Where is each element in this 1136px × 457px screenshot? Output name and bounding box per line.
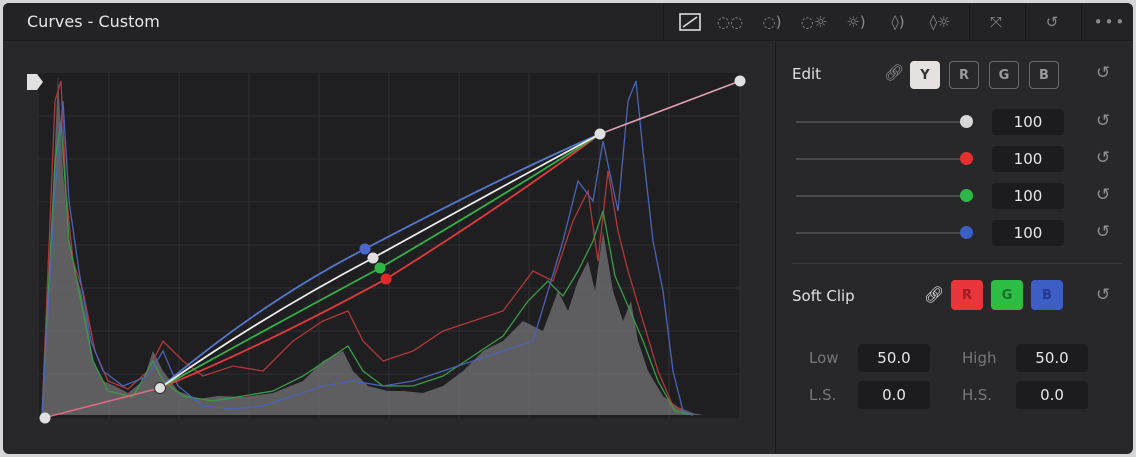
control-point-blue — [359, 243, 371, 255]
channel-gain-slider[interactable] — [796, 121, 966, 123]
histogram-luma — [42, 76, 703, 415]
more-icon[interactable]: ••• — [1093, 13, 1127, 31]
ls-field[interactable]: 0.0 — [858, 381, 930, 409]
control-point — [367, 252, 379, 264]
channel-b-button[interactable]: B — [1029, 61, 1059, 89]
control-point — [39, 412, 51, 424]
divider — [792, 263, 1122, 264]
edit-reset-icon[interactable]: ↺ — [1096, 63, 1111, 83]
channel-reset-icon[interactable]: ↺ — [1096, 185, 1111, 205]
control-point-green — [374, 262, 386, 274]
hs-field[interactable]: 0.0 — [1016, 381, 1088, 409]
channel-reset-icon[interactable]: ↺ — [1096, 222, 1111, 242]
channel-reset-icon[interactable]: ↺ — [1096, 148, 1111, 168]
high-label: High — [962, 349, 997, 367]
sat-vs-sat-icon[interactable]: ◊) — [891, 13, 905, 31]
low-label: Low — [809, 349, 839, 367]
curves-panel: Curves - Custom ◌◌ ◌) ◌☼ ☼) ◊) ◊☼ ⤧ ↺ ••… — [3, 3, 1133, 454]
soft-clip-g-button[interactable]: G — [991, 280, 1023, 310]
reset-all-icon[interactable]: ↺ — [1045, 13, 1059, 31]
histogram-green — [41, 120, 694, 416]
slider-knob[interactable] — [960, 189, 973, 202]
control-point — [734, 75, 746, 87]
hue-vs-hue-icon[interactable]: ◌◌ — [716, 13, 744, 31]
panel-title: Curves - Custom — [27, 12, 160, 31]
lum-vs-sat-icon[interactable]: ☼) — [846, 13, 866, 31]
panel-header: Curves - Custom ◌◌ ◌) ◌☼ ☼) ◊) ◊☼ ⤧ ↺ ••… — [3, 3, 1133, 41]
soft-clip-r-button[interactable]: R — [951, 280, 983, 310]
slider-knob[interactable] — [960, 226, 973, 239]
high-field[interactable]: 50.0 — [1016, 344, 1088, 372]
control-point — [154, 382, 166, 394]
soft-clip-b-button[interactable]: B — [1031, 280, 1063, 310]
channel-gain-field[interactable]: 100 — [992, 109, 1064, 135]
channel-gain-slider[interactable] — [796, 158, 966, 160]
link-icon[interactable]: 🔗︎ — [884, 63, 905, 82]
link-icon[interactable]: 🔗︎ — [924, 285, 945, 304]
channel-gain-field[interactable]: 100 — [992, 146, 1064, 172]
soft-clip-reset-icon[interactable]: ↺ — [1096, 285, 1111, 305]
histogram-red — [41, 80, 694, 416]
channel-gain-slider[interactable] — [796, 195, 966, 197]
curve-handle-icon — [27, 74, 43, 90]
curve-settings: Edit 🔗︎ Y R G B ↺ 100 ↺ 100 ↺ 100 ↺ 100 … — [775, 41, 1133, 454]
custom-curve-icon[interactable] — [677, 9, 703, 35]
slider-knob[interactable] — [960, 115, 973, 128]
expand-icon[interactable]: ⤧ — [989, 13, 1002, 31]
channel-gain-field[interactable]: 100 — [992, 183, 1064, 209]
channel-reset-icon[interactable]: ↺ — [1096, 111, 1111, 131]
hs-label: H.S. — [962, 386, 993, 404]
channel-r-button[interactable]: R — [949, 61, 979, 89]
control-point-red — [380, 273, 392, 285]
hue-vs-lum-icon[interactable]: ◌☼ — [800, 13, 828, 31]
low-field[interactable]: 50.0 — [858, 344, 930, 372]
sat-vs-lum-icon[interactable]: ◊☼ — [929, 13, 951, 31]
edit-label: Edit — [792, 65, 822, 83]
slider-knob[interactable] — [960, 152, 973, 165]
control-point — [594, 128, 606, 140]
histogram-blue — [41, 80, 694, 416]
channel-g-button[interactable]: G — [989, 61, 1019, 89]
channel-y-button[interactable]: Y — [910, 61, 940, 89]
ls-label: L.S. — [809, 386, 837, 404]
curve-editor[interactable] — [3, 41, 775, 454]
hue-vs-sat-icon[interactable]: ◌) — [762, 13, 782, 31]
soft-clip-label: Soft Clip — [792, 287, 855, 305]
channel-gain-slider[interactable] — [796, 232, 966, 234]
channel-gain-field[interactable]: 100 — [992, 220, 1064, 246]
